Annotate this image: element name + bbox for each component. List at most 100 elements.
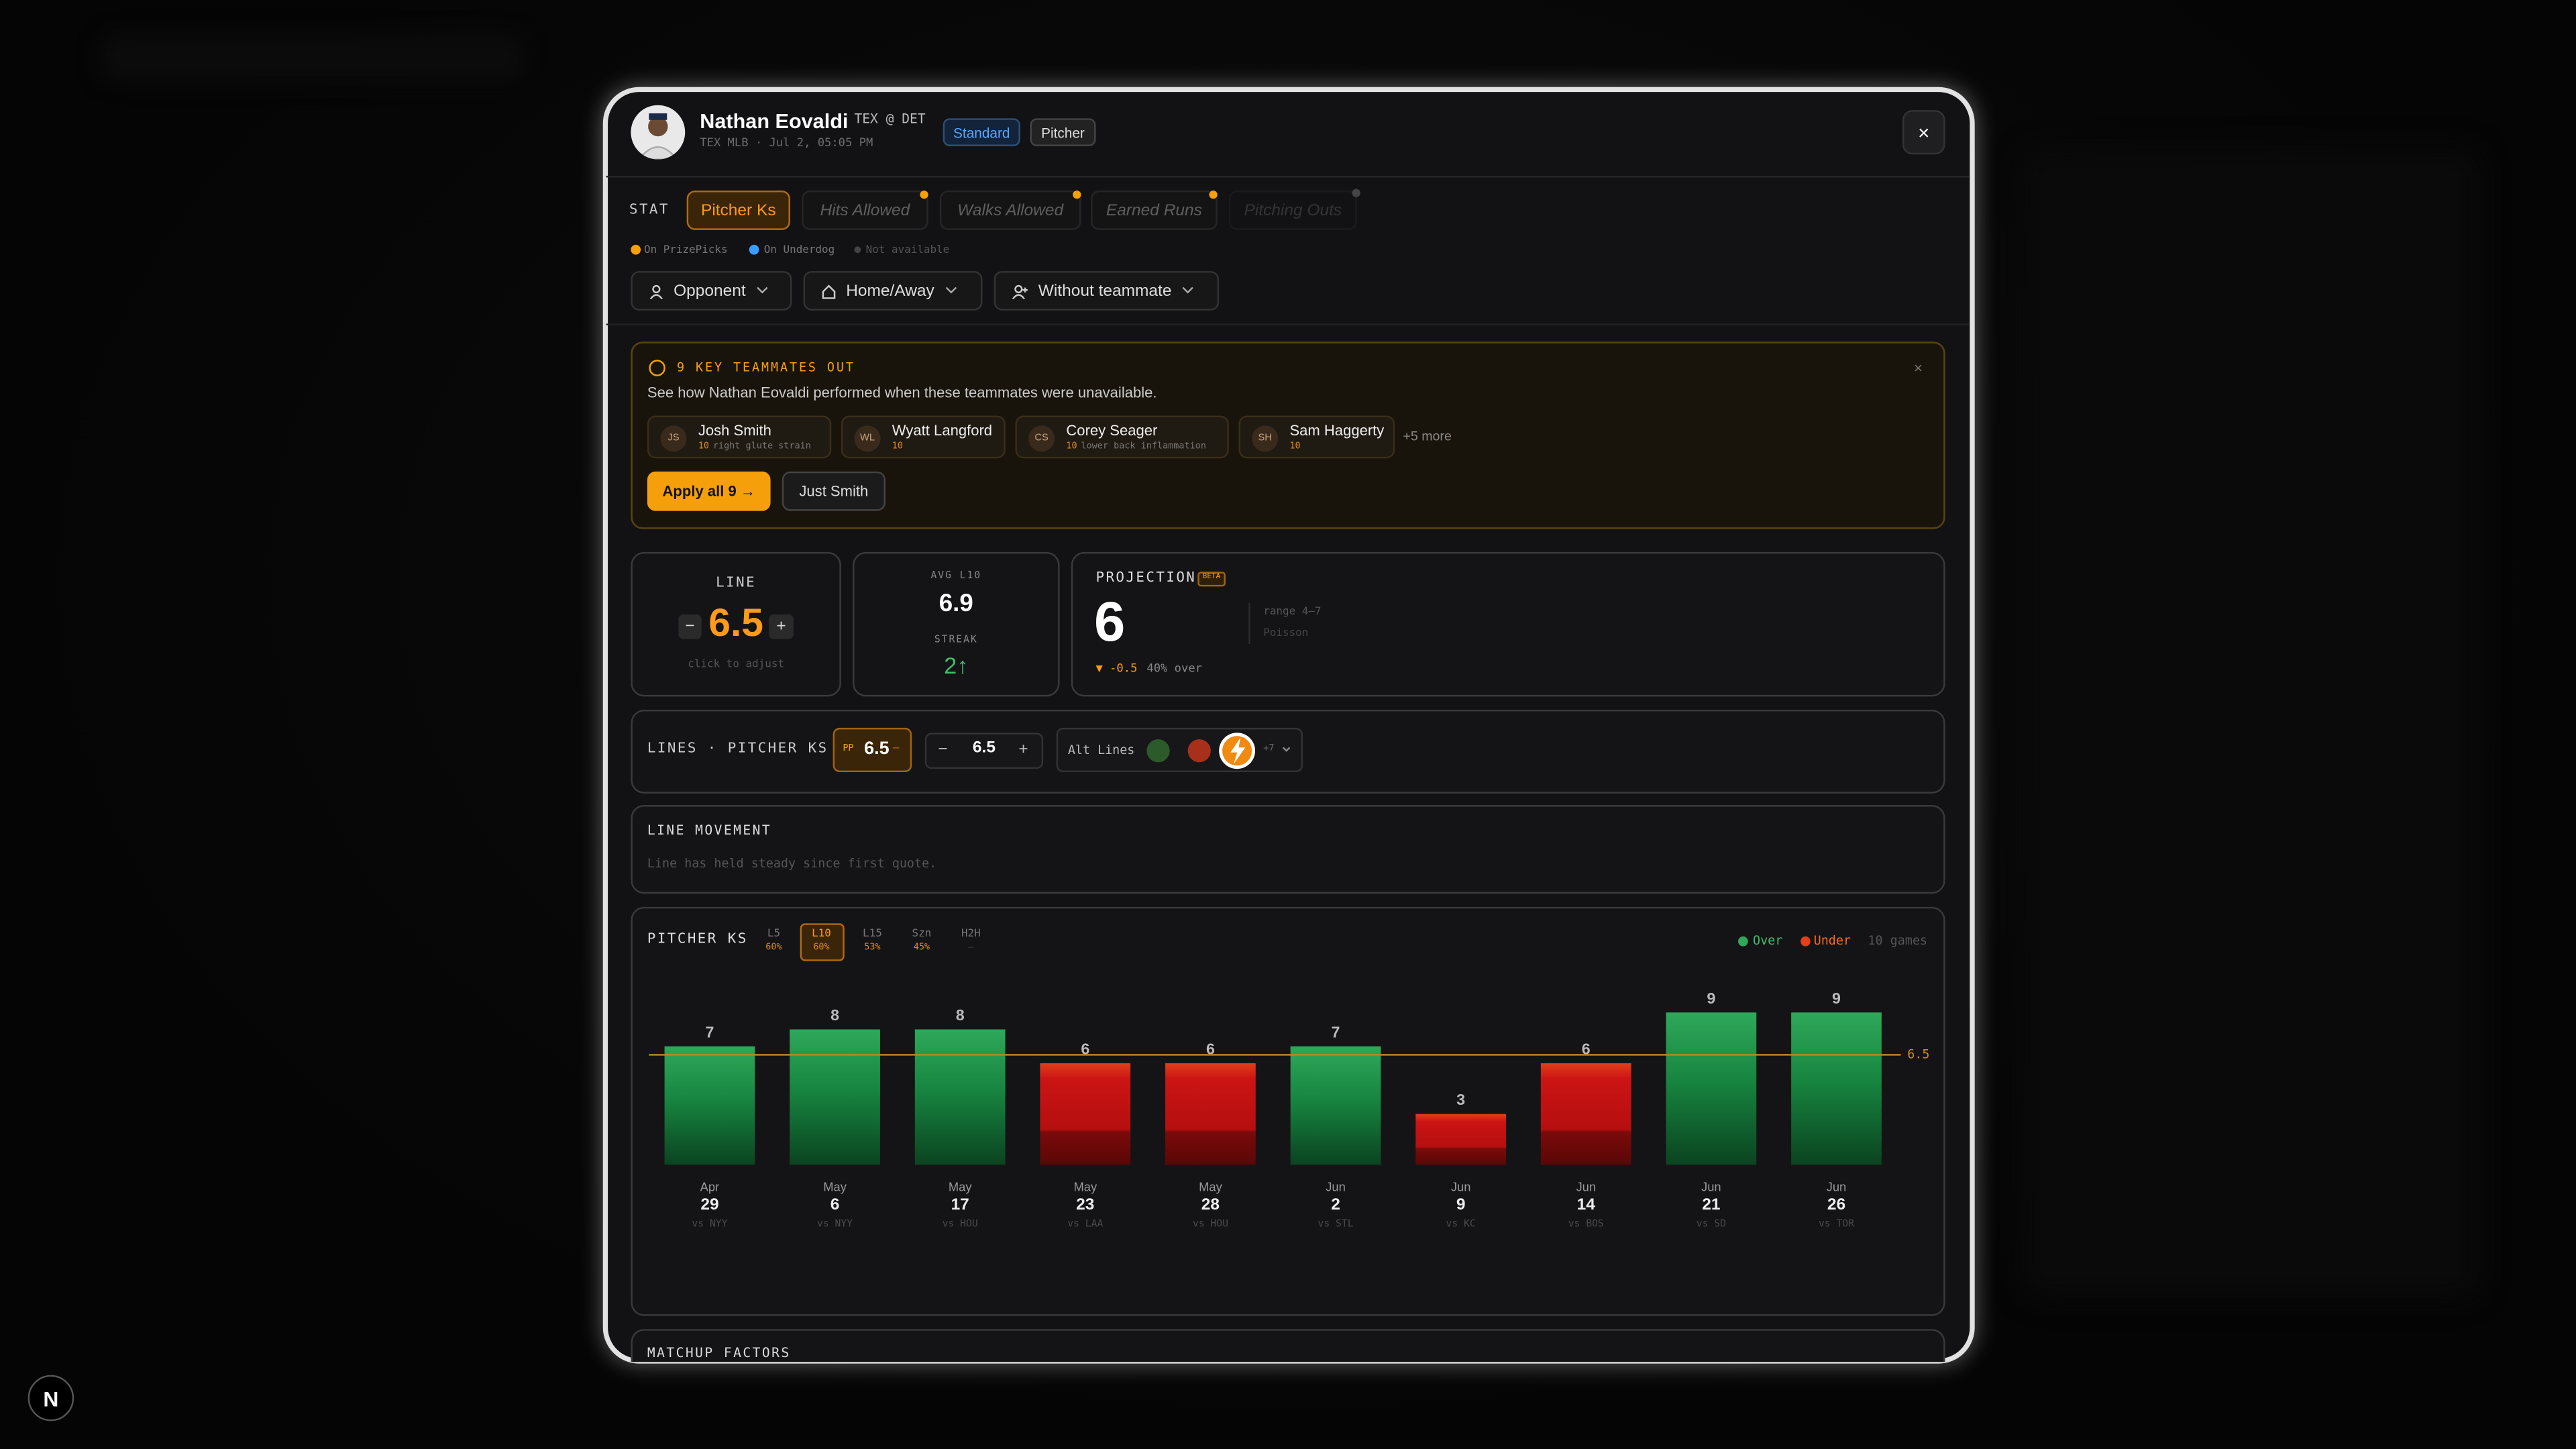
x-month: Jun [1451, 1179, 1471, 1193]
minus-button[interactable]: − [938, 741, 948, 759]
legend-dot [854, 246, 861, 254]
player-name: Nathan Eovaldi [700, 110, 849, 133]
alert-title: 9 KEY TEAMMATES OUT [676, 360, 855, 375]
graphic [1182, 286, 1194, 294]
player-chip[interactable]: WL Wyatt Langford 10 [841, 415, 1006, 459]
section-title: MATCHUP FACTORS [647, 1345, 791, 1360]
projection-delta: ▼ -0.5 [1095, 661, 1138, 676]
window-pct[interactable]: – [968, 943, 974, 953]
player-games: 10 [1289, 441, 1301, 452]
window-pct[interactable]: 45% [913, 943, 930, 953]
apply-button[interactable]: Apply all 9 → [647, 471, 771, 511]
player-chip[interactable]: JS Josh Smith 10 right glute strain [647, 415, 832, 459]
stat-tab[interactable]: Hits Allowed [802, 191, 928, 230]
line-value: 6.5 [972, 739, 996, 757]
value-label: 8 [956, 1006, 965, 1024]
x-opponent: vs LAA [1067, 1218, 1103, 1229]
stat-tab[interactable]: Pitcher Ks [686, 191, 790, 230]
graphic [822, 284, 836, 299]
window-pct[interactable]: 60% [765, 943, 782, 953]
x-month: May [949, 1179, 973, 1193]
plus-button[interactable]: + [769, 614, 794, 639]
backdrop-blur [2021, 148, 2481, 1298]
badge: Standard [943, 118, 1020, 146]
initials: JS [660, 425, 687, 452]
value-label: 9 [1707, 989, 1715, 1007]
value-label: 7 [1332, 1023, 1340, 1040]
line-stepper [924, 733, 1044, 769]
bar [1040, 1063, 1131, 1165]
window-pct[interactable]: 60% [813, 943, 830, 953]
alert-close[interactable]: × [1914, 360, 1923, 376]
x-month: Jun [1576, 1179, 1596, 1193]
avatar [631, 105, 686, 160]
icon [649, 284, 663, 299]
player-chip[interactable]: SH Sam Haggerty 10 [1238, 415, 1395, 459]
stat-tab[interactable]: Walks Allowed [939, 191, 1081, 230]
card-label: AVG L10 [930, 570, 982, 582]
logo[interactable]: N [28, 1375, 74, 1421]
pp-line[interactable] [833, 727, 912, 773]
matchup: TEX @ DET [854, 111, 926, 127]
bar [914, 1029, 1006, 1165]
x-opponent: vs SD [1697, 1218, 1726, 1229]
initials: SH [1252, 425, 1279, 452]
value-label: 6 [1081, 1040, 1089, 1058]
lines-label: LINES · PITCHER KS [647, 741, 828, 757]
beta-badge: BETA [1197, 572, 1226, 586]
legend-dot [1738, 936, 1748, 947]
window-pct[interactable]: 53% [864, 943, 881, 953]
minus-button[interactable]: − [678, 614, 702, 639]
availability-dot [1352, 189, 1360, 197]
separator [1248, 602, 1250, 645]
action-button[interactable]: Just Smith [782, 471, 886, 511]
availability-dot [1209, 191, 1218, 199]
graphic [945, 286, 957, 294]
matchup-card [631, 1329, 1945, 1362]
alt-more: +7 [1263, 744, 1275, 755]
filter-label: Without teammate [1038, 282, 1172, 300]
avg-card [853, 551, 1060, 697]
x-month: Jun [1701, 1179, 1721, 1193]
hint: click to adjust [688, 657, 785, 671]
graphic [649, 293, 663, 299]
divider [606, 323, 1970, 325]
graphic [1282, 747, 1291, 752]
graphic [1014, 284, 1023, 292]
plus-button[interactable]: + [1018, 741, 1028, 759]
window-label[interactable]: L10 [812, 926, 831, 940]
initials: CS [1028, 425, 1055, 452]
window-label[interactable]: L15 [863, 926, 882, 940]
x-opponent: vs NYY [692, 1218, 727, 1229]
player-chip[interactable]: CS Corey Seager 10 lower back inflammation [1015, 415, 1229, 459]
x-day: 14 [1577, 1195, 1596, 1214]
window-label[interactable]: L5 [767, 926, 781, 940]
window-label[interactable]: Szn [912, 926, 932, 940]
more-players[interactable]: +5 more [1403, 429, 1452, 444]
filter-label: Home/Away [846, 282, 934, 300]
chevron [756, 286, 768, 294]
close-button[interactable]: × [1902, 110, 1945, 155]
movement-card [631, 805, 1945, 894]
filter-button[interactable]: Home/Away [803, 271, 983, 311]
stat-tab[interactable]: Earned Runs [1091, 191, 1218, 230]
value-label: 6 [1582, 1040, 1591, 1058]
alt-lines[interactable] [1056, 727, 1303, 773]
value-label: 6 [1206, 1040, 1215, 1058]
chevron [1182, 286, 1194, 294]
graphic [1230, 737, 1246, 764]
bar [664, 1046, 755, 1165]
window-label[interactable]: H2H [961, 926, 981, 940]
streak-value: 2↑ [944, 652, 969, 679]
filter-button[interactable]: Opponent [631, 271, 792, 311]
stat-label: STAT [629, 202, 669, 219]
player-name: Corey Seager [1066, 422, 1158, 439]
x-day: 29 [700, 1195, 718, 1214]
alert-icon [649, 360, 665, 376]
x-day: 26 [1827, 1195, 1845, 1214]
filter-button[interactable]: Without teammate [994, 271, 1220, 311]
x-opponent: vs BOS [1568, 1218, 1604, 1229]
pp-tag: PP [843, 744, 854, 755]
x-month: May [1073, 1179, 1097, 1193]
projection-model: Poisson [1263, 626, 1309, 639]
